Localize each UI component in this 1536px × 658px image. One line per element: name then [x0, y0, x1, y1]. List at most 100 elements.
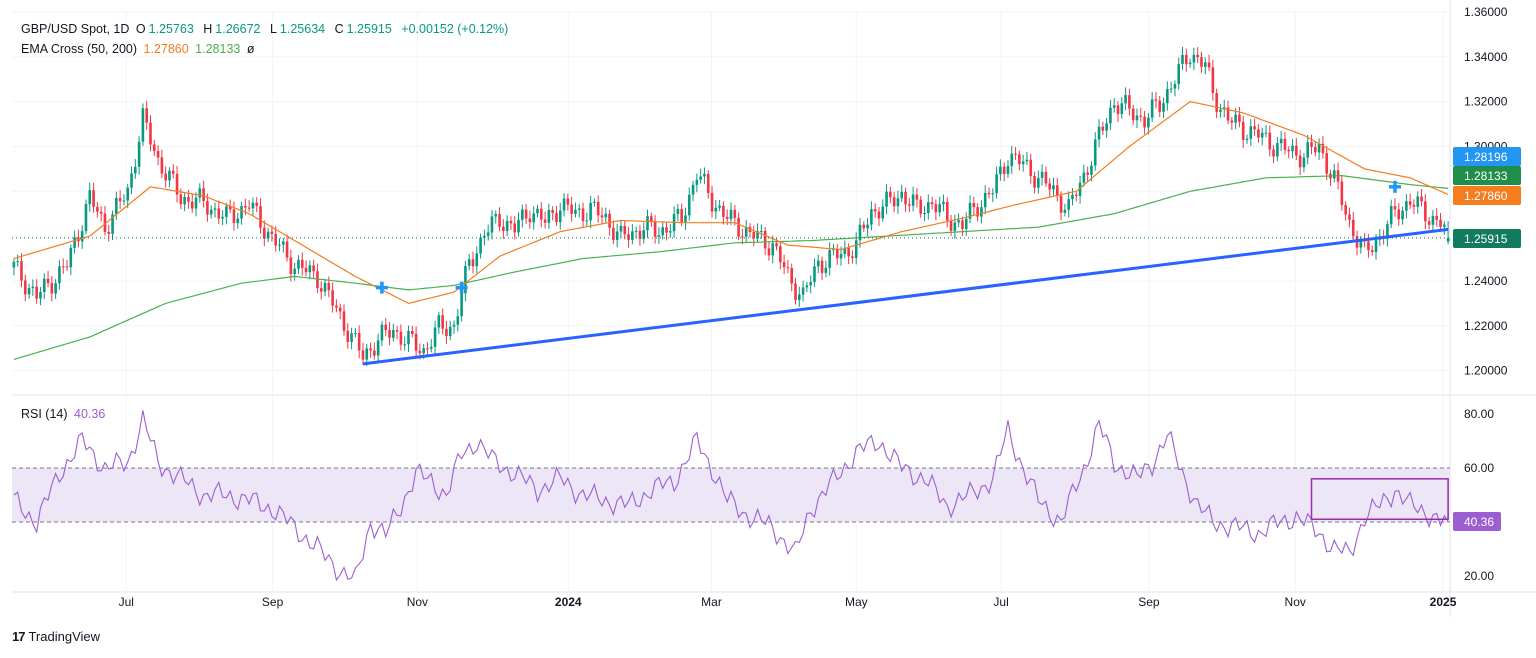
candle-body — [851, 256, 854, 258]
candle-body — [1260, 132, 1264, 138]
candle-body — [1207, 62, 1211, 68]
candle-body — [1150, 99, 1154, 118]
candle-body — [858, 224, 862, 241]
candle-body — [1359, 240, 1363, 248]
candle-body — [399, 331, 403, 345]
candle-body — [725, 216, 729, 219]
candle-body — [266, 231, 270, 239]
candle-body — [1310, 142, 1313, 147]
candle-body — [600, 215, 604, 218]
candle-body — [1203, 62, 1207, 67]
candle-body — [39, 291, 42, 299]
candle-body — [130, 173, 133, 188]
candle-body — [42, 278, 46, 292]
open-value: 1.25763 — [148, 22, 194, 36]
ema200-value: 1.28133 — [195, 42, 241, 56]
candle-body — [475, 253, 479, 267]
candle-body — [756, 231, 759, 239]
candle-body — [938, 204, 941, 213]
candle-body — [1405, 201, 1408, 211]
candle-body — [388, 330, 391, 338]
candle-body — [319, 288, 323, 292]
candle-body — [1389, 206, 1393, 225]
tradingview-footer[interactable]: 17 TradingView — [12, 629, 100, 644]
candle-body — [376, 340, 380, 356]
candle-body — [152, 144, 156, 152]
low-value: 1.25634 — [279, 22, 326, 36]
candle-body — [281, 241, 285, 245]
candle-body — [1230, 120, 1234, 123]
candle-body — [289, 257, 293, 275]
ema50-line — [13, 100, 1449, 305]
candle-body — [1169, 88, 1173, 90]
candle-body — [1105, 123, 1108, 131]
candle-body — [1037, 177, 1040, 188]
candle-body — [464, 265, 467, 294]
candle-body — [1071, 194, 1074, 200]
candle-body — [881, 206, 885, 219]
candle-body — [650, 216, 653, 223]
candle-body — [1298, 155, 1302, 168]
candle-body — [1302, 157, 1306, 168]
rsi-tag — [1453, 511, 1501, 531]
candle-body — [528, 218, 532, 223]
candle-body — [1029, 159, 1033, 176]
candle-body — [760, 230, 763, 232]
candle-body — [539, 208, 543, 220]
candle-body — [259, 205, 262, 228]
candle-body — [54, 283, 57, 294]
candle-body — [27, 288, 31, 295]
candle-body — [410, 330, 414, 335]
candle-body — [1196, 54, 1199, 58]
candle-body — [1112, 105, 1116, 108]
symbol-title[interactable]: GBP/USD Spot, 1D — [21, 22, 130, 36]
candle-body — [676, 208, 680, 215]
candle-body — [350, 333, 353, 342]
candle-body — [1147, 117, 1150, 128]
candle-body — [1276, 143, 1279, 157]
candle-body — [779, 246, 782, 263]
ema-label[interactable]: EMA Cross (50, 200) — [21, 42, 138, 56]
candle-body — [99, 211, 103, 214]
ema50-value: 1.27860 — [143, 42, 189, 56]
candle-body — [342, 311, 346, 331]
high-value: 1.26672 — [215, 22, 261, 36]
candle-body — [794, 283, 797, 300]
candle-body — [365, 348, 369, 360]
candle-body — [335, 305, 338, 308]
rsi-label[interactable]: RSI (14) — [21, 407, 68, 421]
candle-body — [744, 226, 748, 237]
candle-body — [695, 179, 699, 185]
candle-body — [1427, 221, 1431, 225]
candle-body — [983, 192, 987, 208]
candle-body — [824, 267, 828, 273]
candle-body — [1287, 149, 1291, 152]
candle-body — [346, 330, 350, 342]
candle-body — [1416, 196, 1420, 207]
rsi-tick-label: 80.00 — [1464, 407, 1494, 421]
candle-body — [1283, 138, 1287, 150]
price-tick-label: 1.22000 — [1464, 319, 1508, 333]
candle-body — [479, 237, 482, 254]
candle-body — [608, 213, 611, 228]
candle-body — [642, 230, 646, 239]
candle-body — [483, 235, 486, 238]
ema-header: EMA Cross (50, 200) 1.27860 1.28133 ø — [21, 42, 257, 56]
candle-body — [35, 286, 38, 299]
candle-body — [1033, 175, 1036, 188]
candle-body — [926, 202, 930, 213]
rsi-tag-label: 40.36 — [1464, 515, 1494, 529]
candle-body — [456, 316, 460, 325]
candle-body — [471, 259, 475, 267]
candle-body — [1219, 109, 1222, 112]
candle-body — [1131, 108, 1135, 121]
time-tick-label: Mar — [701, 595, 722, 609]
candle-body — [843, 247, 847, 255]
candle-body — [244, 206, 247, 208]
candle-body — [1272, 149, 1275, 157]
candle-body — [403, 344, 406, 346]
candle-body — [1314, 146, 1317, 153]
tradingview-logo-icon: 17 — [12, 629, 26, 644]
candle-body — [877, 211, 881, 219]
